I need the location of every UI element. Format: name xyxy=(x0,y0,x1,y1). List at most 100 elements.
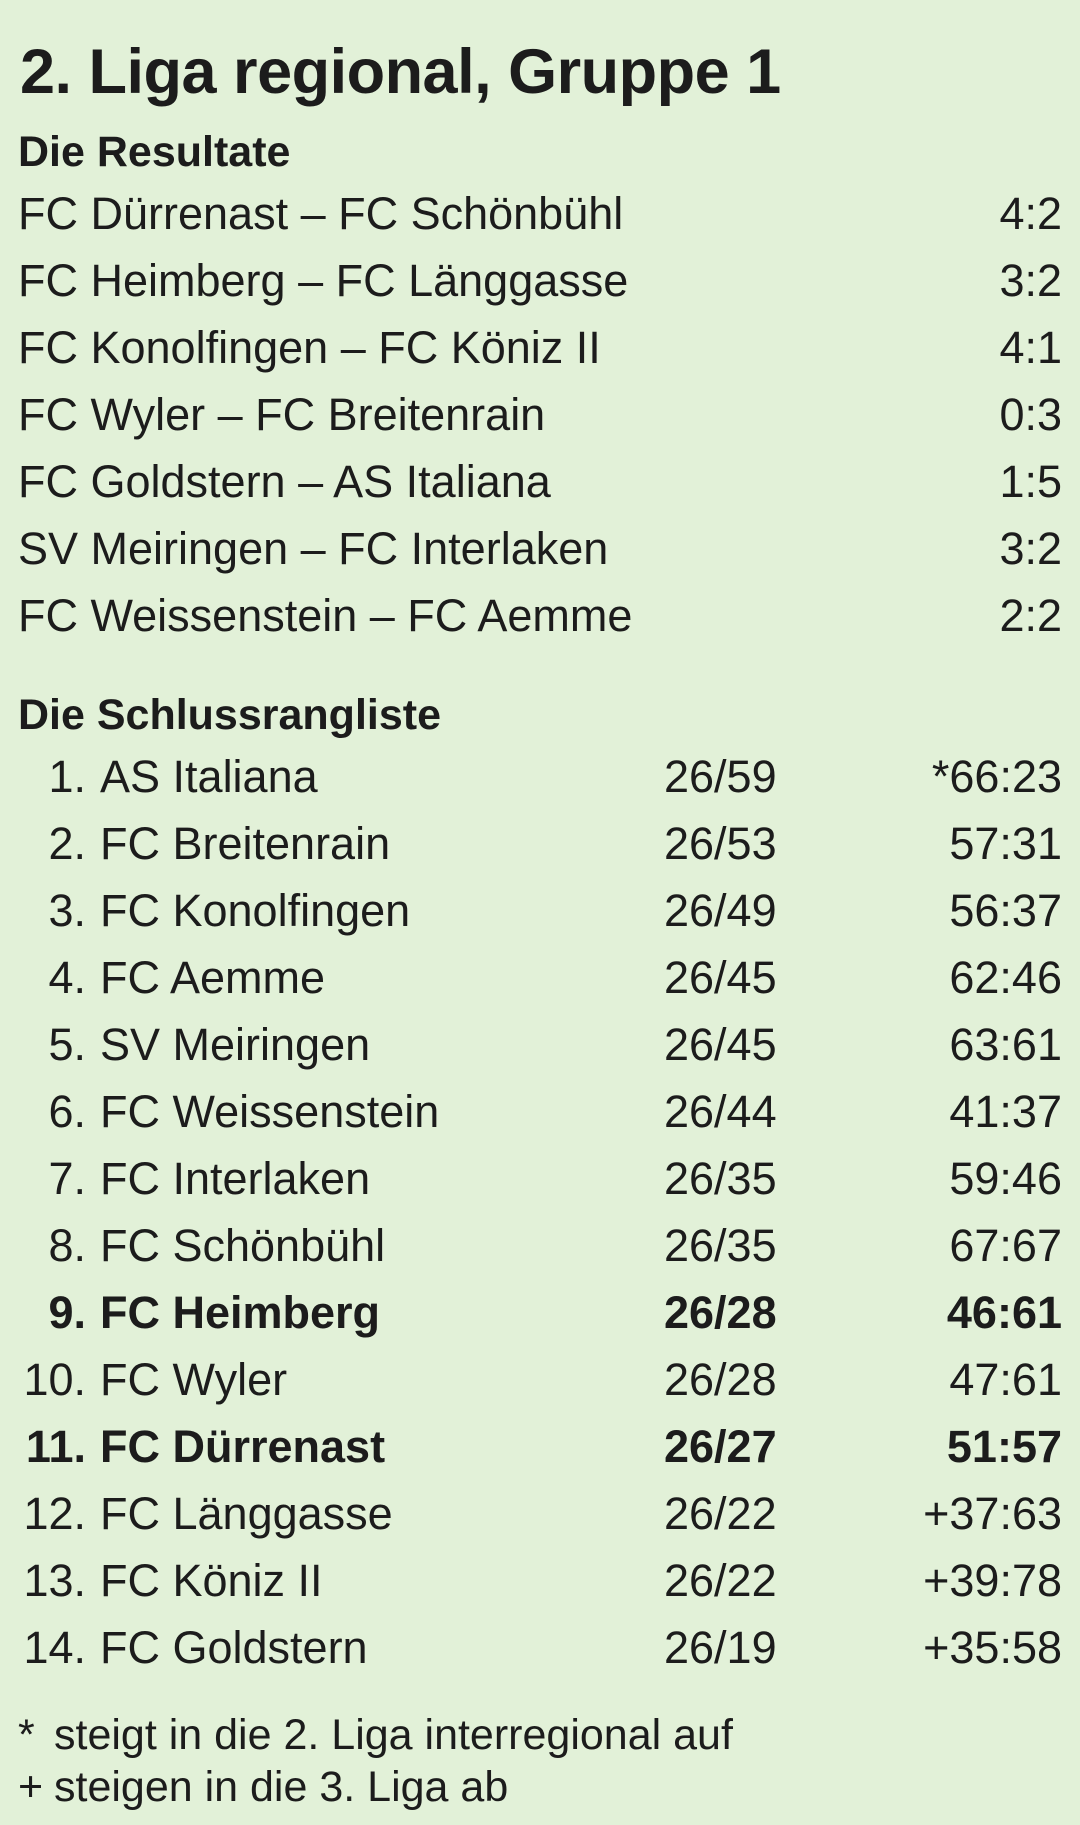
rank: 10. xyxy=(23,1354,86,1405)
match-score: 4:1 xyxy=(999,322,1062,373)
match-score: 1:5 xyxy=(999,456,1062,507)
goal-difference: 51:57 xyxy=(946,1421,1062,1472)
rank: 12. xyxy=(23,1488,86,1539)
team-name: FC Konolfingen xyxy=(100,885,411,936)
footnote-mark: + xyxy=(18,1763,44,1811)
page-title: 2. Liga regional, Gruppe 1 xyxy=(20,37,781,107)
games-points: 26/19 xyxy=(664,1622,777,1673)
games-points: 26/59 xyxy=(664,751,777,802)
rank: 7. xyxy=(48,1153,86,1204)
team-name: FC Schönbühl xyxy=(100,1220,386,1271)
standings-row: 6. FC Weissenstein 26/44 41:37 xyxy=(18,1078,1062,1145)
goal-difference: +37:63 xyxy=(923,1488,1062,1539)
standings-row: 2. FC Breitenrain 26/53 57:31 xyxy=(18,810,1062,877)
match-score: 0:3 xyxy=(999,389,1062,440)
rank: 14. xyxy=(23,1622,86,1673)
result-row: FC Heimberg – FC Länggasse 3:2 xyxy=(18,247,1062,314)
goal-difference: 67:67 xyxy=(949,1220,1062,1271)
games-points: 26/53 xyxy=(664,818,777,869)
goal-difference: 47:61 xyxy=(949,1354,1062,1405)
team-name: FC Heimberg xyxy=(100,1287,381,1338)
team-name: FC Aemme xyxy=(100,952,326,1003)
result-row: FC Dürrenast – FC Schönbühl 4:2 xyxy=(18,180,1062,247)
games-points: 26/22 xyxy=(664,1488,777,1539)
rank: 11. xyxy=(25,1421,86,1472)
rank: 5. xyxy=(48,1019,86,1070)
footnote-mark: * xyxy=(18,1711,35,1759)
games-points: 26/35 xyxy=(664,1153,777,1204)
rank: 3. xyxy=(48,885,86,936)
team-name: FC Köniz II xyxy=(100,1555,323,1606)
standings-row-highlighted: 9. FC Heimberg 26/28 46:61 xyxy=(18,1279,1062,1346)
results-list: FC Dürrenast – FC Schönbühl 4:2 FC Heimb… xyxy=(18,180,1062,649)
games-points: 26/35 xyxy=(664,1220,777,1271)
team-name: FC Länggasse xyxy=(100,1488,393,1539)
goal-difference: 41:37 xyxy=(949,1086,1062,1137)
match-teams: FC Weissenstein – FC Aemme xyxy=(18,590,633,641)
standings-table: 1. AS Italiana 26/59 *66:23 2. FC Breite… xyxy=(18,743,1062,1681)
rank: 6. xyxy=(48,1086,86,1137)
match-teams: FC Wyler – FC Breitenrain xyxy=(18,389,546,440)
standings-heading: Die Schlussrangliste xyxy=(18,691,441,739)
standings-row: 7. FC Interlaken 26/35 59:46 xyxy=(18,1145,1062,1212)
result-row: FC Weissenstein – FC Aemme 2:2 xyxy=(18,582,1062,649)
result-row: SV Meiringen – FC Interlaken 3:2 xyxy=(18,515,1062,582)
standings-row: 5. SV Meiringen 26/45 63:61 xyxy=(18,1011,1062,1078)
footnote-text: steigt in die 2. Liga interregional auf xyxy=(54,1711,733,1759)
footnote-promotion: * steigt in die 2. Liga interregional au… xyxy=(18,1709,1062,1761)
rank: 2. xyxy=(48,818,86,869)
results-heading: Die Resultate xyxy=(18,128,291,176)
goal-difference: *66:23 xyxy=(931,751,1062,802)
match-score: 3:2 xyxy=(999,523,1062,574)
goal-difference: 46:61 xyxy=(946,1287,1062,1338)
footnote-relegation: + steigen in die 3. Liga ab xyxy=(18,1761,1062,1813)
result-row: FC Goldstern – AS Italiana 1:5 xyxy=(18,448,1062,515)
standings-row: 14. FC Goldstern 26/19 +35:58 xyxy=(18,1614,1062,1681)
rank: 8. xyxy=(48,1220,86,1271)
goal-difference: 56:37 xyxy=(949,885,1062,936)
goal-difference: 63:61 xyxy=(949,1019,1062,1070)
rank: 9. xyxy=(48,1287,86,1338)
standings-row: 1. AS Italiana 26/59 *66:23 xyxy=(18,743,1062,810)
standings-row: 13. FC Köniz II 26/22 +39:78 xyxy=(18,1547,1062,1614)
team-name: FC Interlaken xyxy=(100,1153,371,1204)
goal-difference: 59:46 xyxy=(949,1153,1062,1204)
team-name: AS Italiana xyxy=(100,751,318,802)
match-teams: FC Konolfingen – FC Köniz II xyxy=(18,322,601,373)
match-teams: FC Heimberg – FC Länggasse xyxy=(18,255,629,306)
rank: 4. xyxy=(48,952,86,1003)
standings-row: 4. FC Aemme 26/45 62:46 xyxy=(18,944,1062,1011)
games-points: 26/28 xyxy=(664,1354,777,1405)
games-points: 26/45 xyxy=(664,1019,777,1070)
result-row: FC Konolfingen – FC Köniz II 4:1 xyxy=(18,314,1062,381)
rank: 1. xyxy=(48,751,86,802)
games-points: 26/49 xyxy=(664,885,777,936)
team-name: FC Weissenstein xyxy=(100,1086,440,1137)
team-name: FC Wyler xyxy=(100,1354,288,1405)
goal-difference: +35:58 xyxy=(923,1622,1062,1673)
standings-row: 10. FC Wyler 26/28 47:61 xyxy=(18,1346,1062,1413)
team-name: FC Dürrenast xyxy=(100,1421,386,1472)
match-score: 3:2 xyxy=(999,255,1062,306)
games-points: 26/28 xyxy=(664,1287,777,1338)
standings-row: 12. FC Länggasse 26/22 +37:63 xyxy=(18,1480,1062,1547)
standings-row-highlighted: 11. FC Dürrenast 26/27 51:57 xyxy=(18,1413,1062,1480)
match-teams: FC Dürrenast – FC Schönbühl xyxy=(18,188,624,239)
team-name: FC Breitenrain xyxy=(100,818,391,869)
result-row: FC Wyler – FC Breitenrain 0:3 xyxy=(18,381,1062,448)
team-name: SV Meiringen xyxy=(100,1019,371,1070)
footnote-text: steigen in die 3. Liga ab xyxy=(54,1763,509,1811)
team-name: FC Goldstern xyxy=(100,1622,368,1673)
footnotes: * steigt in die 2. Liga interregional au… xyxy=(18,1709,1062,1813)
games-points: 26/45 xyxy=(664,952,777,1003)
match-score: 4:2 xyxy=(999,188,1062,239)
games-points: 26/27 xyxy=(664,1421,777,1472)
goal-difference: 57:31 xyxy=(949,818,1062,869)
standings-row: 8. FC Schönbühl 26/35 67:67 xyxy=(18,1212,1062,1279)
match-score: 2:2 xyxy=(999,590,1062,641)
games-points: 26/44 xyxy=(664,1086,777,1137)
goal-difference: 62:46 xyxy=(949,952,1062,1003)
standings-row: 3. FC Konolfingen 26/49 56:37 xyxy=(18,877,1062,944)
match-teams: SV Meiringen – FC Interlaken xyxy=(18,523,609,574)
